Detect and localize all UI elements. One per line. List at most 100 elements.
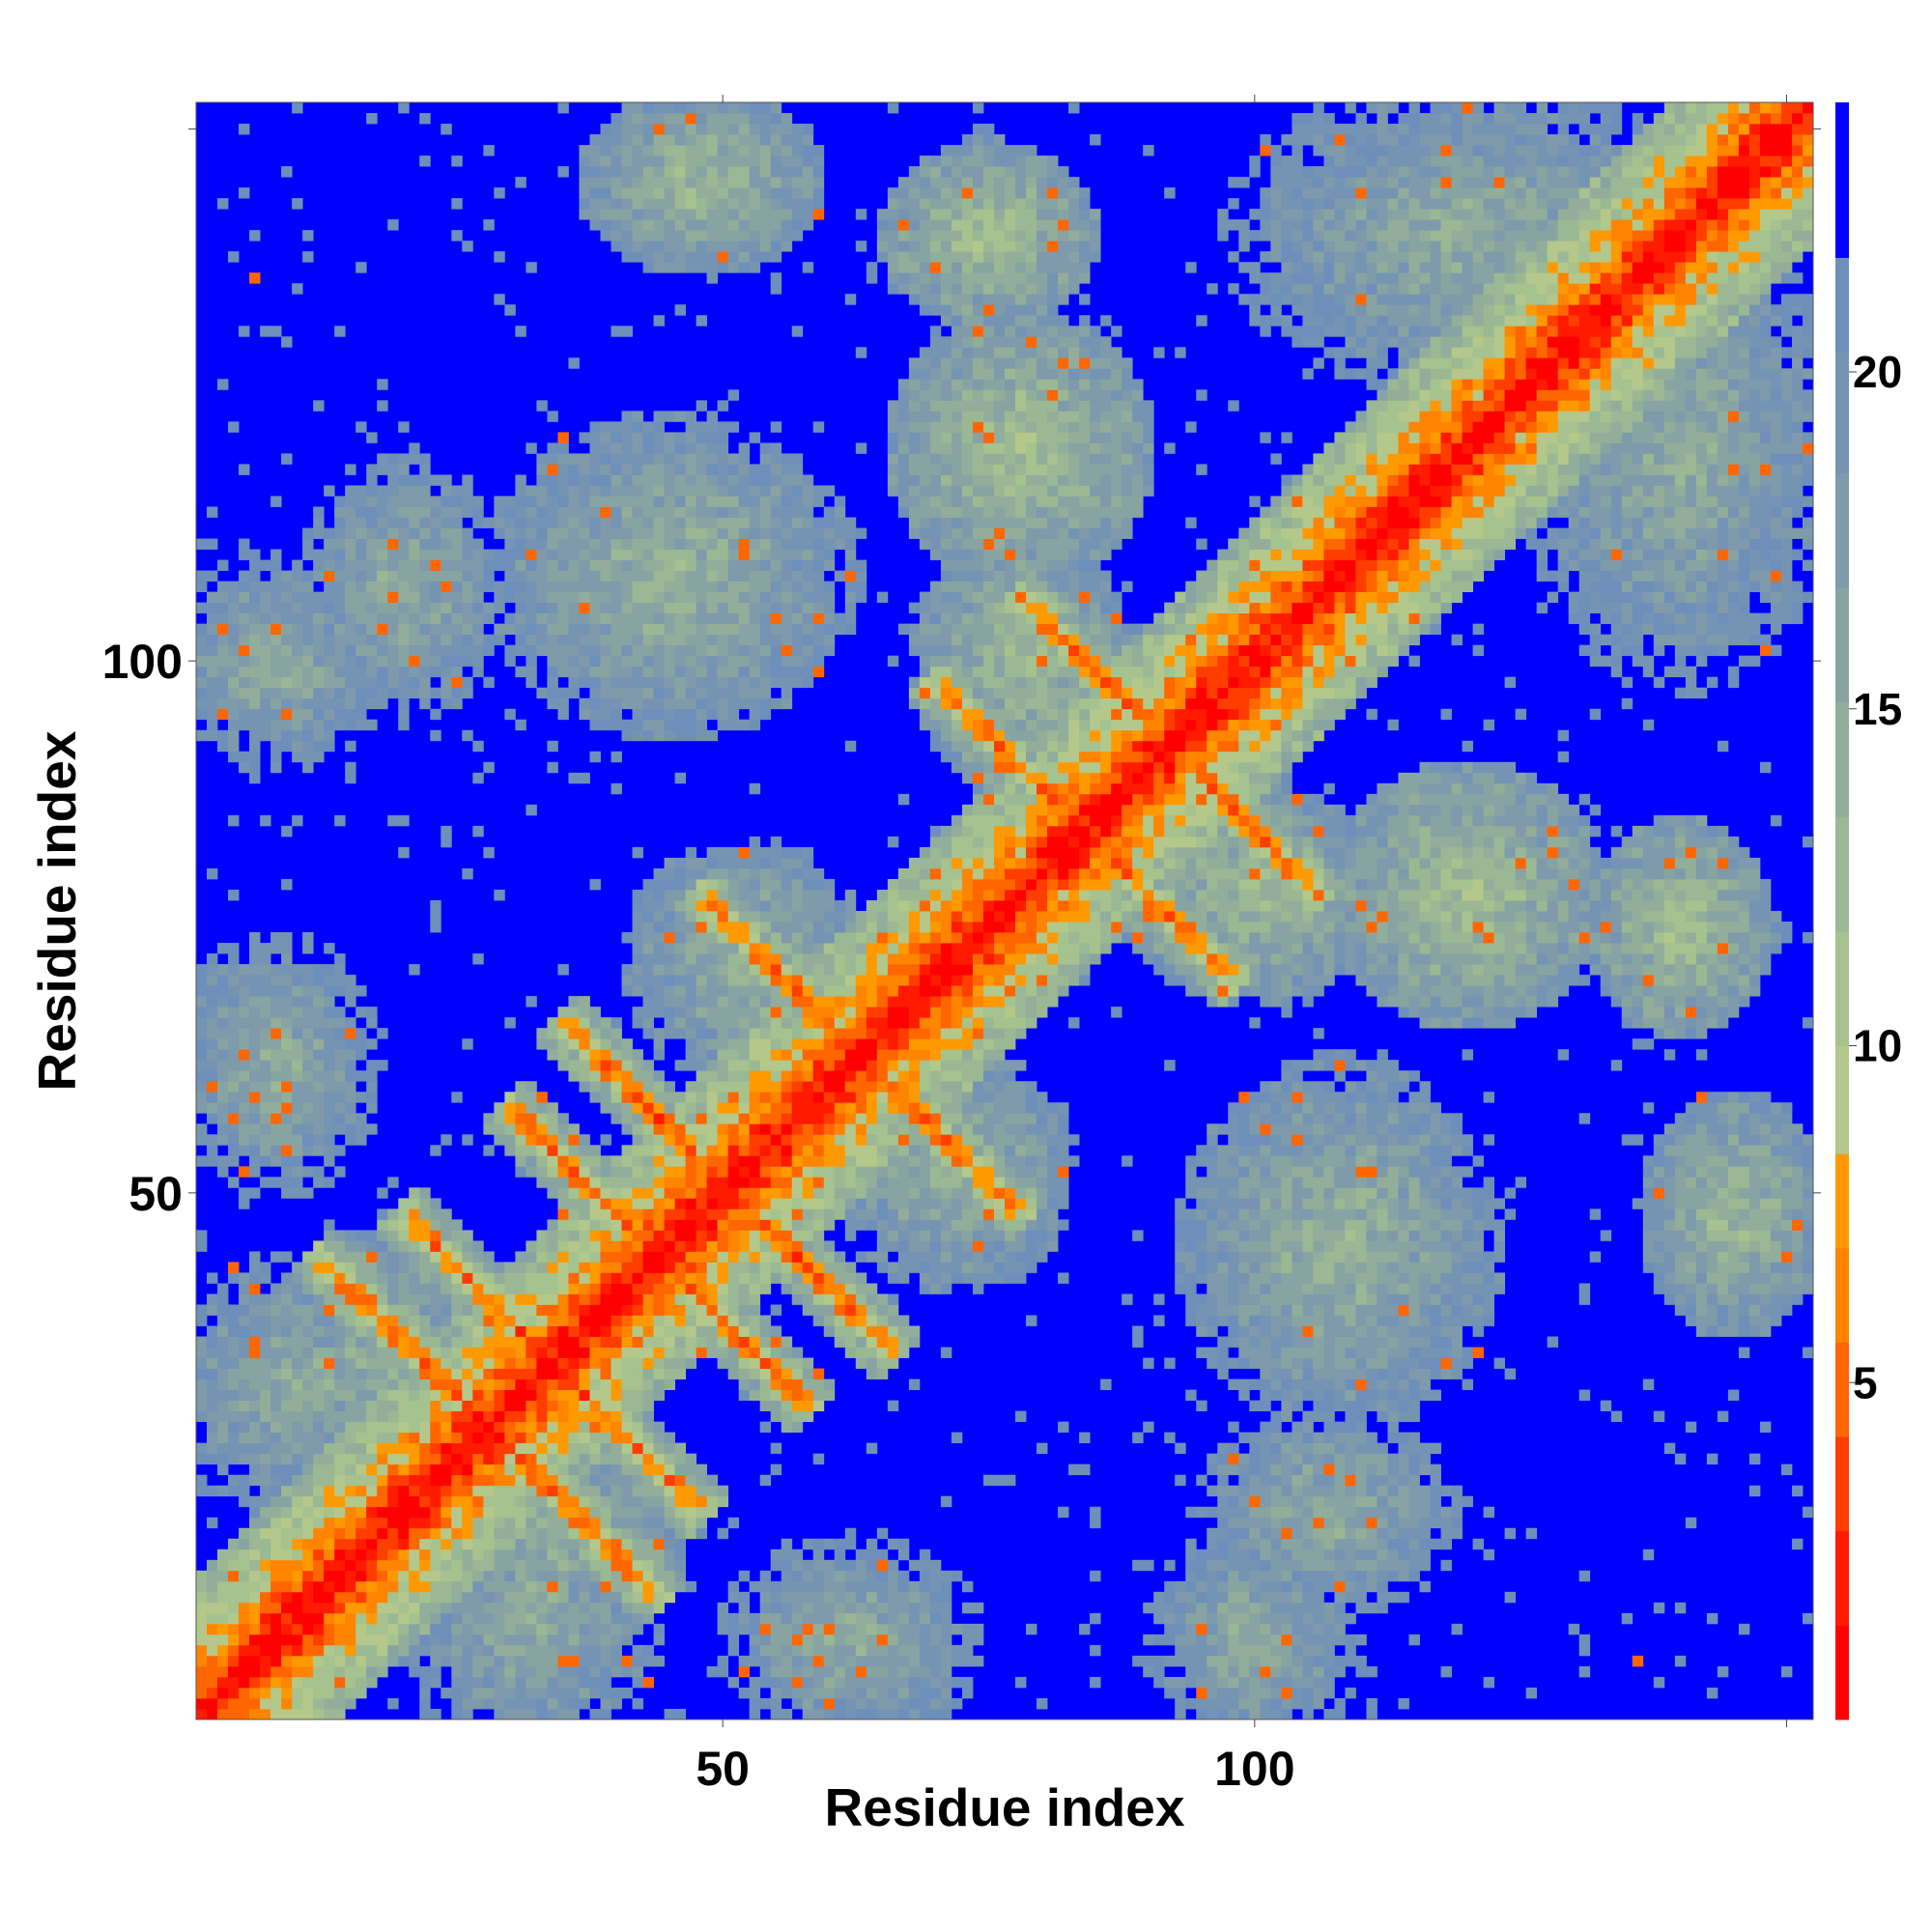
heatmap-cell: [547, 1591, 558, 1604]
heatmap-cell: [377, 1028, 388, 1039]
heatmap-cell: [334, 1357, 346, 1369]
heatmap-cell: [270, 570, 282, 582]
heatmap-cell: [621, 1219, 633, 1231]
heatmap-cell: [781, 1262, 793, 1273]
heatmap-cell: [685, 1187, 697, 1199]
heatmap-cell: [324, 1463, 335, 1476]
heatmap-cell: [239, 1602, 250, 1614]
heatmap-cell: [419, 644, 431, 657]
heatmap-cell: [685, 996, 697, 1008]
heatmap-cell: [632, 527, 643, 539]
heatmap-cell: [770, 230, 782, 242]
heatmap-cell: [738, 697, 751, 710]
heatmap-cell: [302, 1623, 314, 1635]
heatmap-cell: [738, 1230, 751, 1241]
heatmap-cell: [494, 1102, 505, 1114]
heatmap-cell: [430, 1538, 441, 1550]
heatmap-cell: [589, 623, 601, 636]
heatmap-cell: [557, 1432, 569, 1444]
heatmap-cell: [483, 1123, 495, 1135]
heatmap-cell: [440, 1251, 452, 1263]
heatmap-cell: [302, 527, 314, 539]
heatmap-cell: [515, 1612, 526, 1625]
heatmap-cell: [355, 1665, 367, 1678]
heatmap-cell: [398, 655, 410, 668]
heatmap-cell: [419, 559, 431, 571]
heatmap-cell: [387, 506, 399, 518]
heatmap-cell: [674, 922, 686, 933]
heatmap-cell: [345, 1655, 356, 1667]
heatmap-cell: [196, 1123, 208, 1135]
heatmap-cell: [717, 113, 729, 125]
heatmap-cell: [547, 453, 558, 465]
heatmap-cell: [781, 922, 793, 933]
heatmap-cell: [504, 1293, 516, 1305]
heatmap-cell: [749, 506, 761, 518]
heatmap-cell: [377, 1410, 388, 1423]
heatmap-cell: [419, 1708, 431, 1720]
heatmap-cell: [239, 1495, 250, 1508]
heatmap-cell: [759, 899, 772, 912]
heatmap-cell: [281, 1325, 293, 1337]
heatmap-cell: [727, 1049, 740, 1061]
heatmap-cell: [759, 644, 772, 657]
heatmap-cell: [589, 1676, 601, 1689]
heatmap-cell: [749, 634, 761, 646]
heatmap-cell: [324, 570, 335, 582]
heatmap-cell: [472, 1623, 484, 1635]
heatmap-cell: [355, 1240, 367, 1252]
heatmap-cell: [579, 1559, 590, 1572]
heatmap-cell: [621, 421, 633, 433]
heatmap-cell: [526, 1389, 537, 1401]
heatmap-cell: [302, 1336, 314, 1348]
heatmap-cell: [345, 975, 356, 986]
heatmap-cell: [557, 644, 569, 657]
heatmap-cell: [621, 1166, 633, 1178]
heatmap-cell: [302, 1580, 314, 1593]
heatmap-cell: [685, 177, 697, 188]
heatmap-cell: [770, 1017, 782, 1029]
heatmap-cell: [611, 1187, 622, 1199]
heatmap-cell: [483, 145, 495, 156]
heatmap-cell: [334, 1368, 346, 1379]
heatmap-cell: [494, 889, 505, 901]
heatmap-cell: [717, 1187, 729, 1199]
heatmap-cell: [217, 1081, 229, 1093]
heatmap-cell: [674, 1453, 686, 1465]
heatmap-cell: [217, 1325, 229, 1337]
heatmap-cell: [600, 1453, 611, 1465]
heatmap-cell: [451, 1262, 463, 1273]
heatmap-cell: [483, 1474, 495, 1487]
heatmap-cell: [696, 996, 708, 1008]
heatmap-cell: [589, 1495, 601, 1508]
heatmap-cell: [621, 241, 633, 252]
heatmap-cell: [260, 687, 271, 699]
heatmap-cell: [440, 1495, 452, 1508]
heatmap-cell: [696, 1463, 708, 1476]
heatmap-cell: [664, 1591, 675, 1604]
heatmap-cell: [547, 411, 558, 422]
heatmap-cell: [462, 549, 473, 560]
heatmap-cell: [483, 1580, 495, 1593]
heatmap-cell: [207, 1325, 218, 1337]
heatmap-cell: [249, 729, 261, 742]
heatmap-cell: [600, 1410, 611, 1423]
heatmap-cell: [260, 1517, 271, 1529]
heatmap-cell: [685, 1219, 697, 1231]
heatmap-cell: [791, 1687, 804, 1699]
heatmap-cell: [706, 1304, 719, 1316]
heatmap-cell: [579, 1612, 590, 1625]
heatmap-cell: [632, 922, 643, 933]
heatmap-cell: [717, 899, 729, 912]
heatmap-cell: [515, 1368, 526, 1379]
heatmap-cell: [589, 1336, 601, 1348]
heatmap-cell: [579, 453, 590, 465]
heatmap-cell: [579, 612, 590, 625]
heatmap-cell: [440, 687, 452, 699]
heatmap-cell: [217, 1092, 229, 1103]
heatmap-cell: [324, 1687, 335, 1699]
heatmap-cell: [738, 591, 751, 604]
heatmap-cell: [239, 1304, 250, 1316]
heatmap-cell: [366, 1463, 378, 1476]
heatmap-cell: [738, 1038, 751, 1050]
